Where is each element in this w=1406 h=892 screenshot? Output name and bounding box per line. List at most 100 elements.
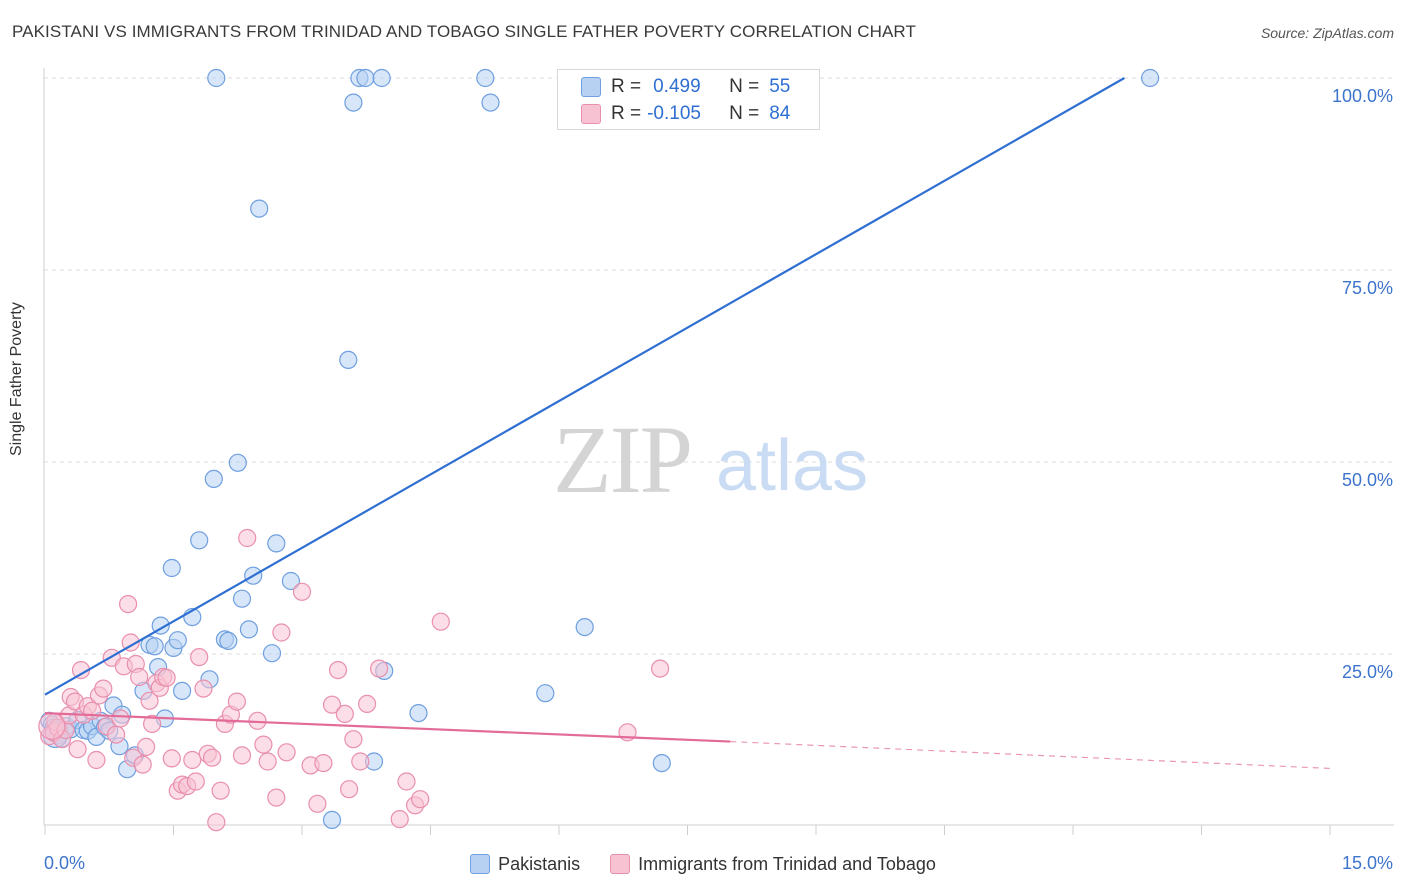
trend-line-pakistanis [44, 77, 1125, 696]
trinidad-tobago-point [94, 679, 113, 698]
pakistanis-point [168, 631, 187, 650]
trinidad-tobago-point [194, 679, 213, 698]
grid-lines [44, 77, 1394, 655]
trinidad-tobago-point [351, 752, 370, 771]
pakistanis-point [281, 571, 300, 591]
pakistanis-point [652, 753, 671, 773]
trinidad-tobago-point [292, 582, 312, 601]
trinidad-tobago-point [140, 691, 159, 710]
r-value: -0.105 [647, 103, 701, 124]
x-tick-label: 0.0% [44, 853, 85, 873]
legend-label: Immigrants from Trinidad and Tobago [638, 853, 936, 874]
legend-swatch-pakistanis [470, 854, 491, 874]
stats-swatch-pakistanis [581, 77, 601, 97]
watermark-zip: ZIP [553, 406, 691, 513]
pakistanis-point [162, 558, 181, 578]
pakistanis-point [372, 68, 391, 88]
trinidad-tobago-point [277, 743, 296, 762]
watermark: ZIP atlas [553, 406, 868, 513]
pakistanis-point [322, 810, 342, 830]
pakistanis-point [219, 631, 238, 651]
pakistanis-point [190, 531, 209, 550]
trinidad-tobago-point [87, 750, 106, 770]
n-value: 84 [769, 103, 791, 124]
trinidad-tobago-point [207, 813, 226, 832]
trinidad-tobago-point [111, 709, 130, 728]
y-tick-label: 50.0% [1342, 470, 1393, 490]
source-label: Source: ZipAtlas.com [1260, 25, 1394, 41]
legend: Pakistanis Immigrants from Trinidad and … [0, 852, 1406, 876]
legend-item-trinidad-tobago[interactable]: Immigrants from Trinidad and Tobago [610, 854, 936, 875]
pakistanis-point [481, 93, 500, 112]
legend-swatch-trinidad-tobago [610, 854, 631, 874]
n-label: N = [729, 76, 760, 97]
trinidad-tobago-point [106, 725, 126, 744]
trend-lines [44, 77, 1331, 770]
trinidad-tobago-point [203, 748, 222, 767]
trinidad-tobago-point [133, 755, 152, 774]
trinidad-tobago-point [344, 730, 363, 749]
r-label: R = [611, 76, 642, 97]
r-value: 0.499 [653, 76, 701, 97]
pakistanis-point [232, 589, 252, 608]
trinidad-tobago-point [258, 752, 277, 771]
pakistanis-point [267, 534, 286, 553]
trinidad-tobago-point [190, 647, 209, 667]
trinidad-tobago-point [340, 780, 359, 799]
trinidad-tobago-point [232, 746, 252, 765]
trinidad-tobago-point [143, 714, 162, 734]
stats-box: R = 0.499 N = 55 R = -0.105 N = 84 [557, 69, 820, 130]
trinidad-tobago-point [227, 692, 246, 711]
n-value: 55 [769, 76, 791, 97]
stats-swatch-trinidad-tobago [581, 104, 601, 124]
pakistanis-point [575, 617, 594, 637]
trinidad-tobago-point [137, 737, 156, 757]
trinidad-tobago-point [68, 740, 87, 759]
trinidad-tobago-point [397, 772, 416, 791]
y-tick-label: 25.0% [1342, 662, 1393, 682]
y-tick-label: 100.0% [1332, 86, 1393, 106]
pakistanis-point [250, 199, 269, 218]
stats-row-trinidad-tobago: R = -0.105 N = 84 [581, 101, 790, 127]
pakistanis-point [204, 469, 223, 488]
trinidad-tobago-point [38, 712, 66, 740]
trinidad-tobago-point [328, 660, 348, 680]
trinidad-tobago-point [431, 612, 450, 631]
stats-row-pakistanis: R = 0.499 N = 55 [581, 74, 790, 100]
pakistanis-point [339, 350, 358, 369]
legend-label: Pakistanis [498, 853, 581, 874]
trinidad-tobago-point [411, 790, 430, 809]
trinidad-tobago-point [121, 633, 140, 652]
trinidad-tobago-point [119, 594, 138, 614]
trinidad-tobago-point [183, 750, 202, 770]
pakistanis-point [207, 68, 226, 88]
trinidad-tobago-point [335, 704, 354, 724]
axes [43, 68, 1394, 835]
chart-title: PAKISTANI VS IMMIGRANTS FROM TRINIDAD AN… [12, 22, 916, 41]
tick-labels: 25.0% 50.0% 75.0% 100.0% 0.0% 15.0% [44, 86, 1393, 873]
trinidad-tobago-point [650, 659, 670, 678]
pakistanis-point [344, 93, 363, 112]
trinidad-tobago-point [130, 667, 149, 687]
trinidad-tobago-point [211, 781, 230, 800]
pakistanis-point [173, 681, 192, 701]
y-tick-label: 75.0% [1342, 278, 1393, 298]
trinidad-tobago-point [82, 701, 102, 720]
trinidad-tobago-point [186, 772, 205, 791]
pakistanis-point [145, 637, 164, 656]
trinidad-tobago-point [238, 528, 257, 548]
y-axis-label: Single Father Poverty [8, 302, 25, 456]
trinidad-tobago-point [267, 788, 286, 807]
trinidad-tobago-point [370, 659, 389, 678]
r-label: R = [611, 103, 642, 124]
trinidad-tobago-point [157, 668, 176, 687]
pakistanis-point [239, 620, 258, 639]
pakistanis-point [409, 703, 428, 723]
trinidad-tobago-point [390, 809, 409, 829]
pakistanis-point [536, 684, 555, 703]
trinidad-tobago-point [358, 694, 377, 714]
legend-item-pakistanis[interactable]: Pakistanis [470, 854, 580, 875]
trinidad-tobago-point [308, 794, 327, 813]
trinidad-tobago-point [314, 753, 333, 773]
